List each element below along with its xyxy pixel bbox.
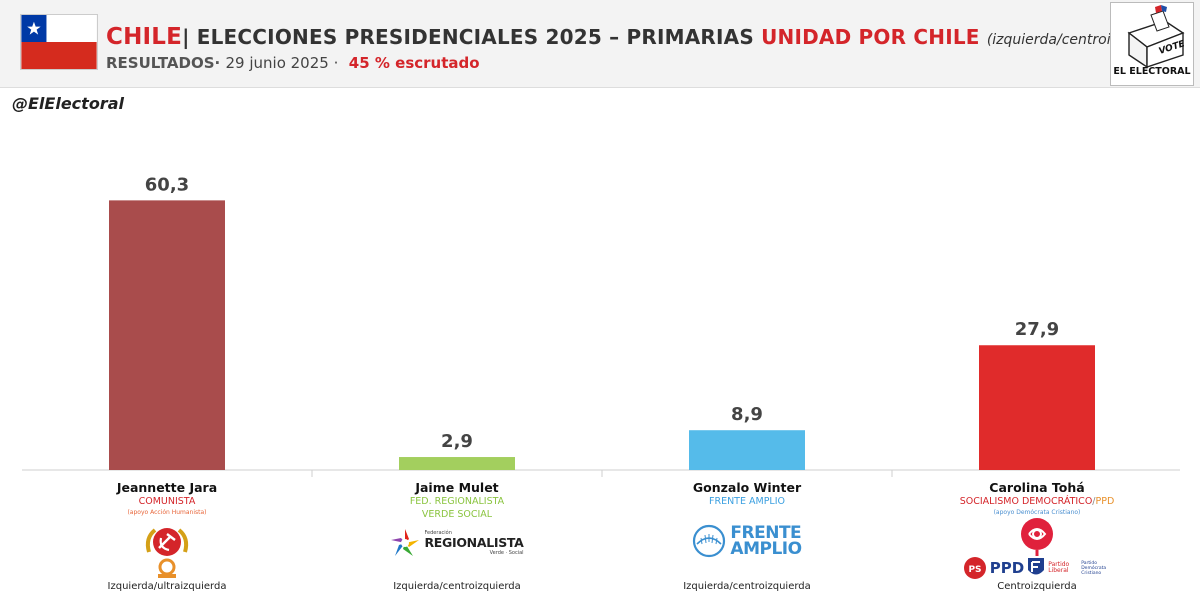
- value-label-mulet: 2,9: [441, 431, 473, 452]
- election-title: ELECCIONES PRESIDENCIALES 2025 – PRIMARI…: [196, 25, 754, 49]
- bar-jara: [109, 200, 225, 470]
- title-separator: |: [182, 25, 190, 49]
- candidate-jara: Jeannette Jara COMUNISTA (apoyo Acción H…: [22, 480, 312, 592]
- candidate-support: (apoyo Acción Humanista): [127, 509, 207, 516]
- chart-subtitle: RESULTADOS· 29 junio 2025 · 45 % escruta…: [106, 54, 480, 72]
- bar-mulet: [399, 457, 515, 470]
- regionalista-logo-small-bottom: Verde · Social: [489, 550, 524, 556]
- ps-badge-icon: PS: [963, 557, 986, 579]
- regionalista-logo-text: REGIONALISTA: [424, 535, 524, 550]
- ps-logo-text: PS: [968, 565, 981, 575]
- twitter-handle: @ElElectoral: [12, 94, 124, 113]
- header-bar: CHILE| ELECCIONES PRESIDENCIALES 2025 – …: [0, 0, 1200, 88]
- candidate-party: FED. REGIONALISTA: [409, 496, 505, 507]
- frente-logo-line2: AMPLIO: [730, 539, 802, 559]
- country-name: CHILE: [106, 24, 183, 50]
- brand-name: EL ELECTORAL: [1113, 66, 1191, 77]
- candidate-name: Gonzalo Winter: [692, 480, 802, 495]
- dc-logo-text: Partido Demócrata Cristiano: [1081, 560, 1107, 576]
- candidate-name: Carolina Tohá: [989, 480, 1085, 495]
- frente-logo-line1: FRENTE: [730, 523, 802, 543]
- frente-amplio-logo: FRENTE AMPLIO: [602, 524, 892, 558]
- regionalista-star-icon: [391, 529, 420, 556]
- value-label-jara: 60,3: [145, 174, 189, 195]
- bar-winter: [689, 430, 805, 470]
- candidate-name: Jeannette Jara: [116, 480, 218, 495]
- liberal-shield-icon: [1028, 558, 1045, 575]
- el-electoral-logo: VOTE EL ELECTORAL: [1110, 2, 1194, 86]
- liberal-logo-text: Partido Liberal: [1048, 561, 1070, 574]
- candidate-ideology: Centroizquierda: [997, 581, 1077, 592]
- candidate-ideology: Izquierda/centroizquierda: [683, 581, 811, 592]
- candidate-party-extra: PPD: [1095, 496, 1115, 507]
- candidate-ideology: Izquierda/ultraizquierda: [107, 581, 227, 592]
- candidate-winter: Gonzalo Winter FRENTE AMPLIO FRENTE AMPL…: [602, 480, 892, 592]
- results-label: RESULTADOS·: [106, 54, 221, 72]
- regionalista-logo-small-top: Federación: [424, 530, 452, 536]
- chile-flag-icon: [20, 14, 98, 70]
- candidate-party-line2: VERDE SOCIAL: [421, 509, 493, 520]
- candidate-party-line: SOCIALISMO DEMOCRÁTICO/PPD: [892, 496, 1182, 508]
- candidate-mulet: Jaime Mulet FED. REGIONALISTA VERDE SOCI…: [312, 480, 602, 592]
- candidate-party-separator: /: [1092, 496, 1096, 507]
- candidate-party: FRENTE AMPLIO: [709, 496, 785, 507]
- frvs-logo: Federación REGIONALISTA Verde · Social: [312, 528, 602, 558]
- ppd-logo-text: PPD: [989, 559, 1025, 577]
- candidate-party: COMUNISTA: [138, 496, 196, 507]
- hammer-sickle-icon: [145, 528, 189, 578]
- pc-logo: [22, 520, 312, 585]
- value-label-winter: 8,9: [731, 404, 763, 425]
- coalition-name: UNIDAD POR CHILE: [761, 25, 980, 49]
- scrutiny-status: 45 % escrutado: [348, 54, 480, 72]
- ballot-box-icon: VOTE: [1127, 5, 1187, 69]
- bar-toha: [979, 345, 1095, 470]
- candidate-party: SOCIALISMO DEMOCRÁTICO: [959, 496, 1093, 507]
- rose-icon: [1021, 518, 1053, 556]
- candidate-name: Jaime Mulet: [415, 480, 499, 495]
- coalition-party-logos: PS PPD Partido Liberal Partido Demócrata…: [892, 556, 1182, 580]
- frente-amplio-circle-icon: [693, 524, 726, 558]
- candidate-ideology: Izquierda/centroizquierda: [393, 581, 521, 592]
- candidate-support: (apoyo Demócrata Cristiano): [993, 509, 1081, 516]
- results-date: 29 junio 2025 ·: [225, 54, 339, 72]
- ps-rose-logo: [892, 516, 1182, 561]
- candidate-toha: Carolina Tohá SOCIALISMO DEMOCRÁTICO/PPD…: [892, 480, 1182, 592]
- value-label-toha: 27,9: [1015, 319, 1059, 340]
